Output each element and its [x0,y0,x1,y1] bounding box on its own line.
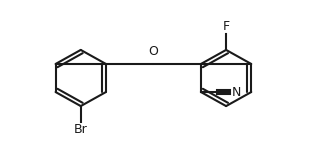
Text: O: O [149,45,158,58]
Text: Br: Br [74,123,88,136]
Text: F: F [223,20,230,33]
Text: N: N [232,85,241,99]
